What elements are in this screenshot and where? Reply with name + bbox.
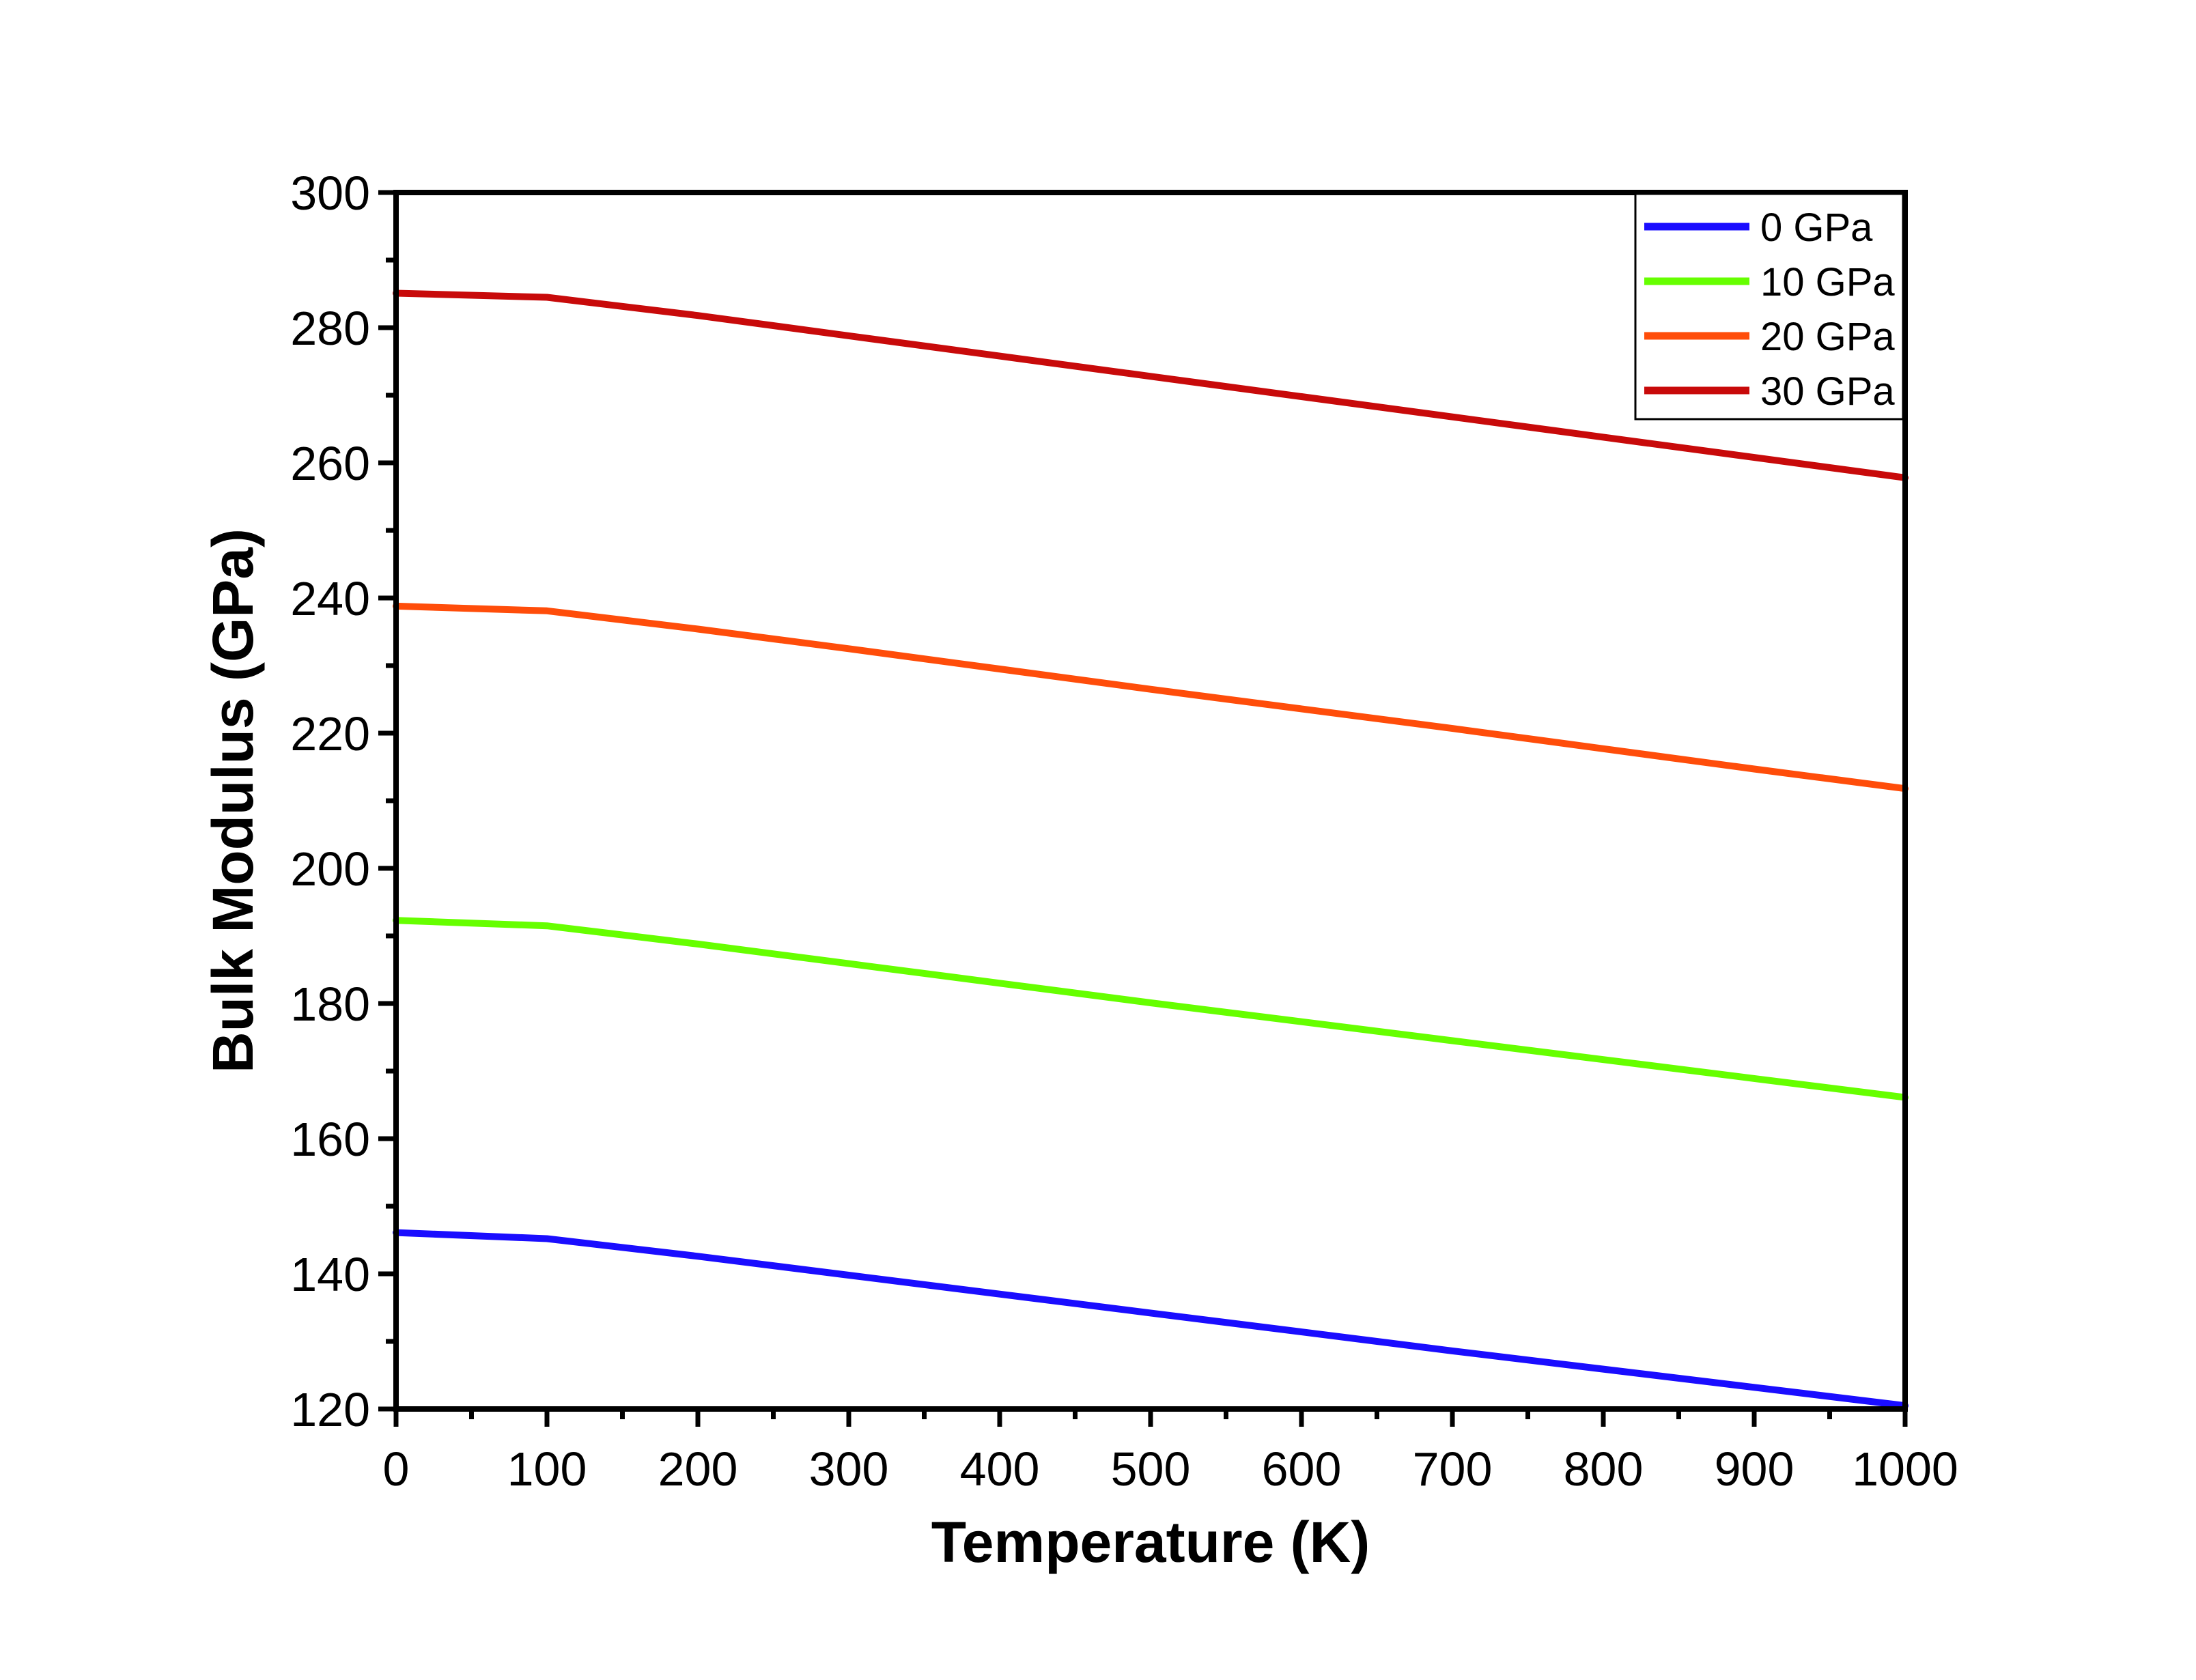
y-tick-label: 240	[290, 572, 370, 625]
x-axis-title: Temperature (K)	[931, 1510, 1370, 1574]
y-tick-label: 200	[290, 842, 370, 896]
y-tick-label: 120	[290, 1383, 370, 1436]
plot-lines	[393, 289, 1909, 1410]
y-axis-title: Bulk Modulus (GPa)	[201, 528, 265, 1073]
x-tick-label: 1000	[1852, 1442, 1958, 1496]
x-tick-label: 100	[507, 1442, 587, 1496]
series-line-3	[393, 289, 1909, 481]
y-tick-label: 160	[290, 1113, 370, 1166]
y-axis: 120 140 160 180 200 220 240 260 280 300	[290, 167, 396, 1436]
x-tick-label: 600	[1262, 1442, 1342, 1496]
x-tick-label: 200	[658, 1442, 738, 1496]
legend-label-2: 20 GPa	[1760, 315, 1895, 359]
x-tick-label: 0	[383, 1442, 410, 1496]
x-tick-label: 300	[809, 1442, 889, 1496]
y-tick-label: 300	[290, 167, 370, 220]
legend-label-0: 0 GPa	[1760, 205, 1873, 250]
x-tick-label: 700	[1413, 1442, 1493, 1496]
legend-box	[1634, 193, 1904, 421]
series-line-1	[393, 917, 1909, 1101]
legend-label-1: 10 GPa	[1760, 260, 1895, 304]
x-axis: 0 100 200 300 400 500 600 700 800 900 1000	[383, 1409, 1958, 1496]
y-tick-label: 220	[290, 707, 370, 760]
y-tick-label: 140	[290, 1248, 370, 1301]
legend: 0 GPa 10 GPa 20 GPa 30 GPa	[1634, 193, 1904, 421]
series-line-2	[393, 602, 1909, 793]
y-tick-label: 280	[290, 302, 370, 355]
legend-label-3: 30 GPa	[1760, 369, 1895, 414]
x-tick-label: 900	[1715, 1442, 1794, 1496]
x-tick-label: 500	[1111, 1442, 1191, 1496]
y-tick-label: 260	[290, 437, 370, 490]
y-tick-label: 180	[290, 978, 370, 1031]
x-tick-label: 800	[1564, 1442, 1644, 1496]
x-tick-label: 400	[960, 1442, 1040, 1496]
series-line-0	[393, 1229, 1909, 1410]
